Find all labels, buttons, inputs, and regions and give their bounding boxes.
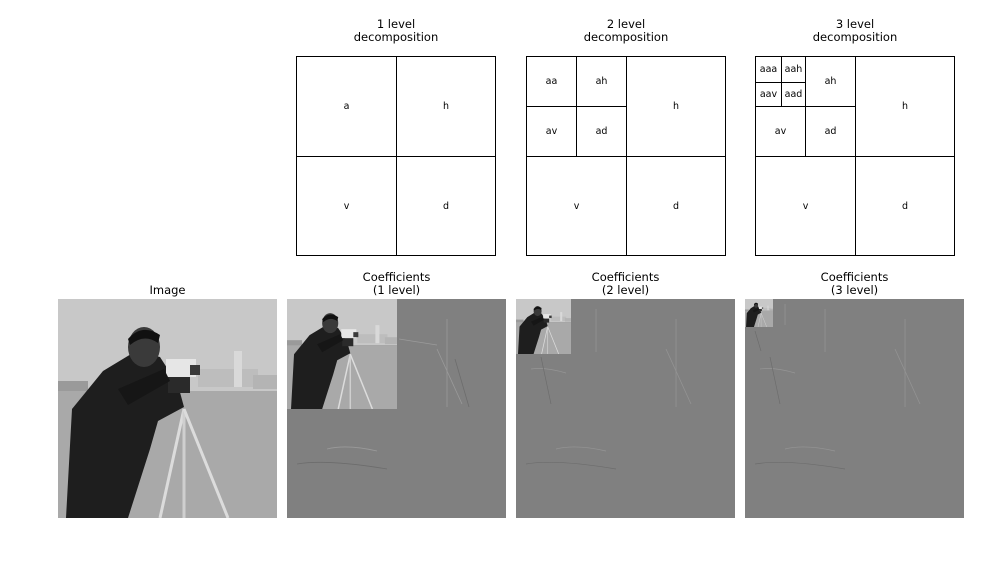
diagram-3-title: 3 level decomposition (812, 17, 898, 44)
cell-ah: ah (576, 57, 626, 106)
image-title: Image (149, 283, 186, 297)
cell-h: h (396, 57, 495, 156)
cell-h: h (855, 57, 954, 156)
coefficients-3-title: Coefficients (3 level) (820, 270, 889, 297)
diagram-2-level: aa ah av ad h v d (526, 56, 726, 256)
coefficients-1-level (287, 299, 506, 518)
cell-av: av (527, 106, 576, 156)
cell-h: h (626, 57, 725, 156)
cell-aav: aav (756, 82, 781, 106)
cell-aah: aah (781, 57, 805, 82)
cell-v: v (756, 156, 855, 255)
cell-ad: ad (805, 106, 855, 156)
cell-d: d (855, 156, 954, 255)
coefficients-3-level (745, 299, 964, 518)
cell-ad: ad (576, 106, 626, 156)
diagram-2-title: 2 level decomposition (583, 17, 669, 44)
coefficients-2-title: Coefficients (2 level) (591, 270, 660, 297)
diagram-1-level: a h v d (296, 56, 496, 256)
cell-aaa: aaa (759, 64, 778, 75)
cell-d: d (396, 156, 495, 255)
original-image (58, 299, 277, 518)
cell-aad: aad (781, 82, 805, 106)
coefficients-1-title: Coefficients (1 level) (362, 270, 431, 297)
cell-d: d (626, 156, 725, 255)
diagram-3-level: aaa aah aav aad ah av ad h v d (755, 56, 955, 256)
cell-a: a (343, 101, 350, 112)
cell-v: v (297, 156, 396, 255)
cell-v: v (527, 156, 626, 255)
cell-ah: ah (805, 57, 855, 106)
cell-aa: aa (545, 76, 558, 87)
coefficients-2-level (516, 299, 735, 518)
diagram-1-title: 1 level decomposition (353, 17, 439, 44)
cell-av: av (756, 106, 805, 156)
